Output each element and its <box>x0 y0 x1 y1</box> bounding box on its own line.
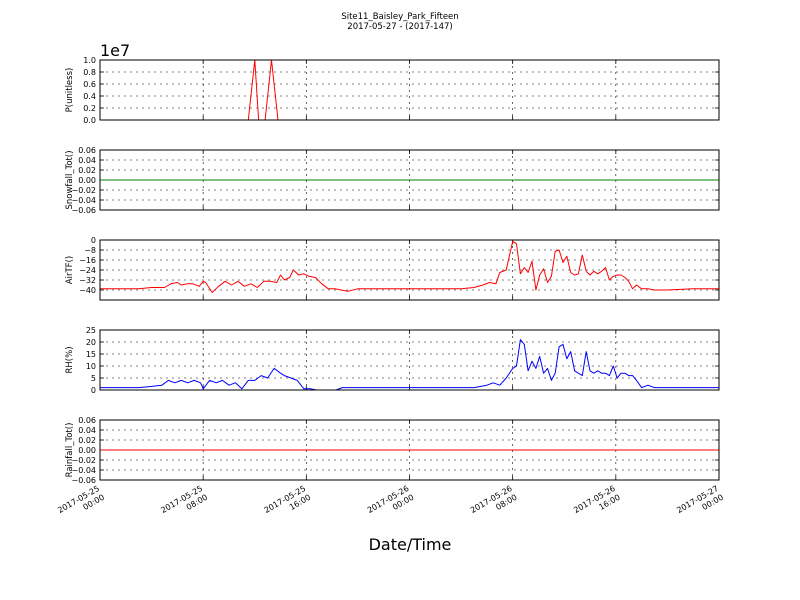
panel-3-ytick-label-5: 0 <box>91 236 96 245</box>
panel-2-ytick-label-2: −0.02 <box>71 186 96 195</box>
panel-4-ytick-label-1: 5 <box>91 374 96 383</box>
panel-5-ytick-label-2: −0.02 <box>71 456 96 465</box>
panel-2-ytick-label-5: 0.04 <box>78 156 96 165</box>
panel-2-ytick-label-4: 0.02 <box>78 166 96 175</box>
panel-1-ytick-label-3: 0.6 <box>83 80 96 89</box>
panel-1-ytick-label-4: 0.8 <box>83 68 96 77</box>
panel-5-ylabel: Rainfall_Tot() <box>65 423 75 478</box>
panel-3-ytick-label-4: −8 <box>84 246 96 255</box>
panel-2: −0.06−0.04−0.020.000.020.040.06Snowfall_… <box>65 146 720 215</box>
panel-3-series-line <box>100 240 719 293</box>
chart-title-line2: 2017-05-27 - (2017-147) <box>347 22 452 32</box>
chart-title-line1: Site11_Baisley_Park_Fifteen <box>341 12 458 22</box>
panel-1-frame <box>99 59 720 121</box>
panel-5-ytick-label-6: 0.06 <box>78 416 96 425</box>
panel-5-ytick-label-4: 0.02 <box>78 436 96 445</box>
panel-1-ytick-label-5: 1.0 <box>83 56 96 65</box>
panel-4: 0 5 10 15 20 25 RH(%) <box>65 326 720 395</box>
panel-5-ytick-label-5: 0.04 <box>78 426 96 435</box>
panel-2-ytick-label-3: 0.00 <box>78 176 96 185</box>
panel-5: −0.06−0.04−0.020.000.020.040.06Rainfall_… <box>65 416 720 485</box>
panel-1-ylabel: P(unitless) <box>65 68 75 113</box>
panel-3-frame <box>99 239 720 301</box>
panel-3-ytick-label-2: −24 <box>79 266 96 275</box>
panel-2-ylabel: Snowfall_Tot() <box>65 150 75 209</box>
panel-3-ytick-label-1: −32 <box>79 276 96 285</box>
panel-4-ytick-label-5: 25 <box>86 326 96 335</box>
panel-4-series-line <box>100 339 719 391</box>
panels-group: 0.00.20.40.60.81.0P(unitless)1e7−0.06−0.… <box>65 41 720 485</box>
panel-3-ylabel: AirTF() <box>65 256 75 284</box>
panel-3-ytick-label-3: −16 <box>79 256 96 265</box>
panel-2-ytick-label-0: −0.06 <box>71 206 96 215</box>
panel-1: 0.0 0.2 0.4 0.6 0.8 1.0 P(unitless) 1e7 <box>65 41 720 125</box>
panel-4-ytick-label-2: 10 <box>86 362 96 371</box>
panel-5-frame <box>99 419 720 481</box>
panel-5-ytick-label-1: −0.04 <box>71 466 96 475</box>
panel-2-ytick-label-1: −0.04 <box>71 196 96 205</box>
panel-1-ytick-label-2: 0.4 <box>83 92 96 101</box>
panel-1-ytick-label-0: 0.0 <box>83 116 96 125</box>
panel-4-ytick-label-4: 20 <box>86 338 96 347</box>
panel-3: −40−32−24−16−80 AirTF() <box>65 236 720 301</box>
panel-2-ytick-label-6: 0.06 <box>78 146 96 155</box>
panel-1-offset-text: 1e7 <box>100 41 130 60</box>
panel-5-ytick-label-0: −0.06 <box>71 476 96 485</box>
panel-4-ytick-label-3: 15 <box>86 350 96 359</box>
panel-5-ytick-label-3: 0.00 <box>78 446 96 455</box>
panel-4-ytick-label-0: 0 <box>91 386 96 395</box>
panel-4-ylabel: RH(%) <box>65 346 75 373</box>
panel-4-frame <box>99 329 720 391</box>
panel-1-ytick-label-1: 0.2 <box>83 104 96 113</box>
panel-2-frame <box>99 149 720 211</box>
x-axis-label: Date/Time <box>369 535 452 554</box>
panel-3-ytick-label-0: −40 <box>79 286 96 295</box>
